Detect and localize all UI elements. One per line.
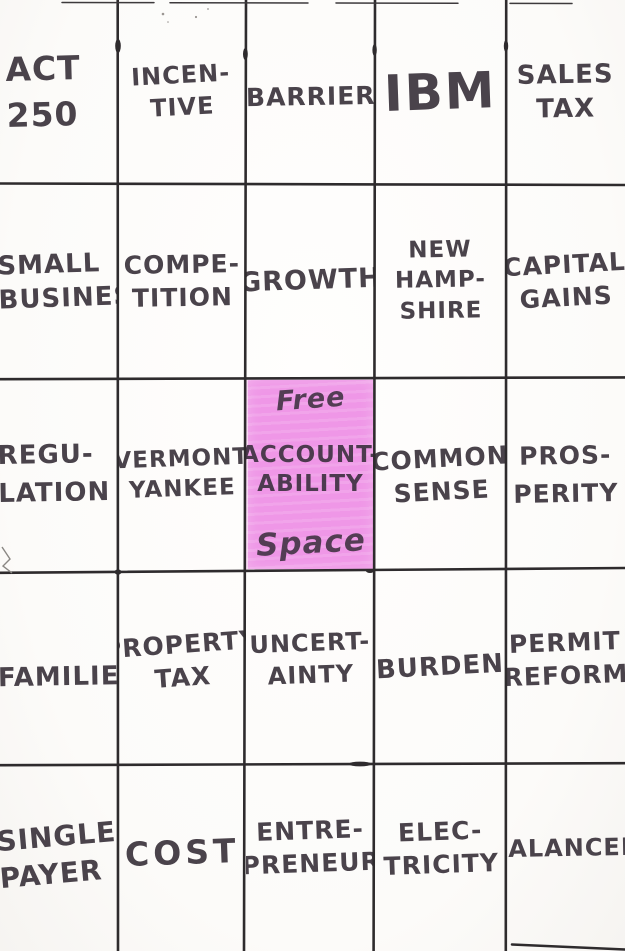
cell-text: IBM [383, 61, 498, 123]
bingo-cell-r2c1: SMALL BUSINESS [0, 184, 118, 378]
bingo-cell-r2c4: NEW HAMP- SHIRE [375, 184, 506, 378]
cell-text: ACT 250 [4, 47, 82, 135]
bingo-cell-r1c3: BARRIER [246, 0, 375, 184]
bingo-cell-r4c5: PERMIT REFORM [506, 571, 625, 764]
bingo-cell-r5c4: ELEC- TRICITY [375, 764, 506, 951]
cell-text: PROS- PERITY [513, 440, 619, 509]
bingo-cell-r1c2: INCEN- TIVE [118, 0, 246, 184]
bingo-cell-r2c3: GROWTH [246, 184, 375, 378]
cell-text: ELEC- TRICITY [382, 815, 500, 881]
cell-text: GROWTH [246, 262, 375, 299]
cell-text: REGU- LATION [0, 439, 111, 509]
bingo-cell-r4c3: UNCERT- AINTY [246, 571, 375, 764]
cell-text: VERMONT YANKEE [118, 443, 246, 505]
cell-text: FAMILIES [0, 661, 118, 694]
cell-text: NEW HAMP- SHIRE [394, 236, 487, 325]
bingo-cell-r4c1: FAMILIES [0, 571, 118, 764]
bingo-cell-r3c1: REGU- LATION [0, 378, 118, 571]
cell-text: ENTRE- PRENEUR [246, 813, 375, 880]
cell-text: SMALL BUSINESS [0, 247, 118, 316]
cell-text: UNCERT- AINTY [249, 626, 371, 690]
cell-text: SINGLE PAYER [0, 814, 118, 895]
bingo-cell-r1c4: IBM [375, 0, 506, 184]
bingo-cell-r5c2: COST [118, 764, 246, 951]
cell-text: BURDEN [375, 649, 506, 686]
cell-text: COMMON SENSE [375, 439, 506, 508]
bingo-cell-r2c5: CAPITAL GAINS [506, 184, 625, 378]
cell-text: BARRIER [246, 80, 375, 112]
cell-text: BALANCED [506, 832, 625, 863]
bingo-cell-r1c1: ACT 250 [0, 0, 118, 184]
bingo-cell-r1c5: SALES TAX [506, 0, 625, 184]
cell-text: COST [124, 830, 240, 874]
free-space-cell: Free ACCOUNT- ABILITY Space [246, 378, 375, 571]
cell-text: PERMIT REFORM [506, 625, 625, 692]
bingo-cell-r5c5: BALANCED [506, 764, 625, 951]
bingo-cell-r4c2: PROPERTY TAX [118, 571, 246, 764]
bingo-cell-r3c2: VERMONT YANKEE [118, 378, 246, 571]
bingo-cell-r3c4: COMMON SENSE [375, 378, 506, 571]
bingo-cell-r3c5: PROS- PERITY [506, 378, 625, 571]
cell-text: ACCOUNT- ABILITY [246, 442, 375, 497]
cell-text: INCEN- TIVE [130, 58, 232, 123]
cell-text: PROPERTY TAX [118, 624, 246, 694]
cell-text: CAPITAL GAINS [506, 246, 625, 315]
bingo-cell-r4c4: BURDEN [375, 571, 506, 764]
free-space-label-top: Free [274, 381, 347, 418]
free-space-label-bottom: Space [254, 522, 367, 564]
cell-text: COMPE- TITION [123, 248, 241, 313]
bingo-cell-r2c2: COMPE- TITION [118, 184, 246, 378]
cell-text: SALES TAX [516, 58, 614, 125]
bingo-cell-r5c1: SINGLE PAYER [0, 764, 118, 951]
bingo-cell-r5c3: ENTRE- PRENEUR [246, 764, 375, 951]
